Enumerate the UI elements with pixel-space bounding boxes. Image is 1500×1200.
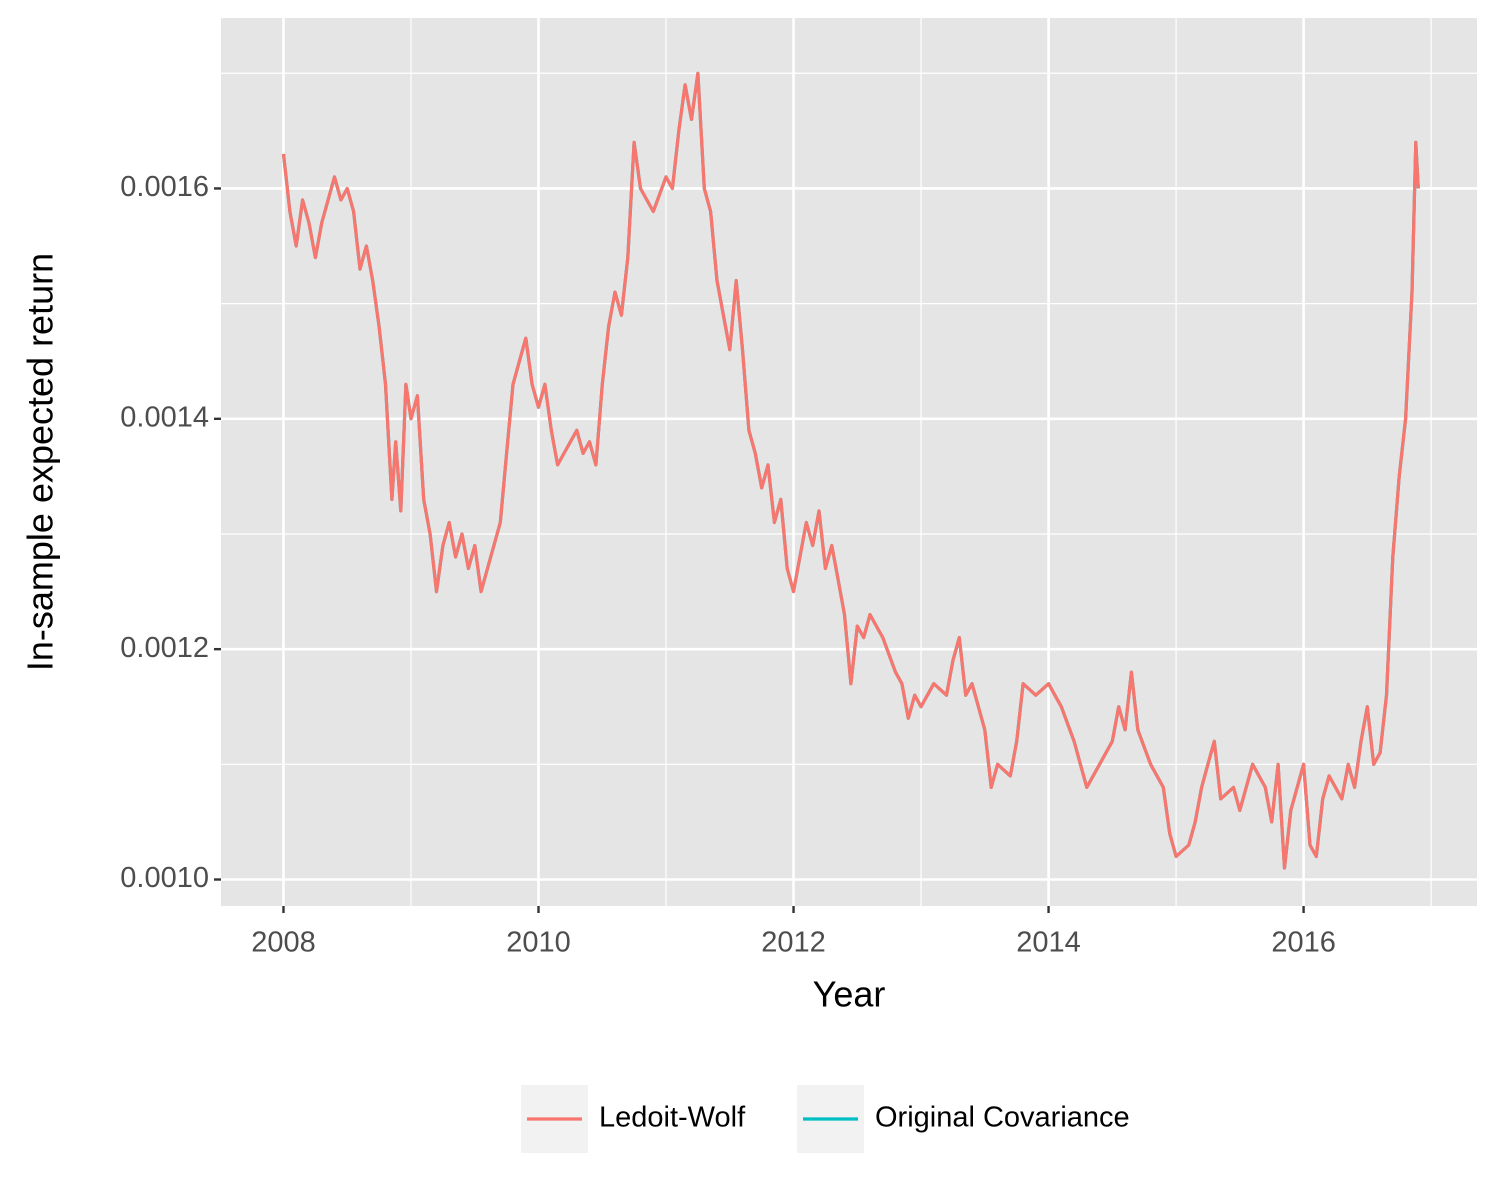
legend: Ledoit-Wolf Original Covariance	[521, 1085, 1130, 1153]
y-tick-label: 0.0010	[120, 862, 209, 894]
x-tick-label: 2008	[251, 927, 316, 959]
x-tick-label: 2014	[1016, 927, 1081, 959]
grid	[221, 18, 1477, 906]
x-tick-label: 2010	[506, 927, 571, 959]
lines	[281, 71, 1420, 870]
y-tick-label: 0.0012	[120, 632, 209, 664]
legend-label: Original Covariance	[875, 1102, 1130, 1134]
y-tick-label: 0.0014	[120, 401, 209, 433]
legend-label: Ledoit-Wolf	[599, 1102, 746, 1134]
x-tick-label: 2012	[761, 927, 826, 959]
axes: 0.0010 0.0012 0.0014 0.0016 2008 2010 2012 2014…	[120, 171, 1336, 959]
series-line	[281, 71, 1420, 870]
y-tick-label: 0.0016	[120, 171, 209, 203]
x-tick-label: 2016	[1271, 927, 1336, 959]
y-axis-title: In-sample expected return	[20, 253, 61, 671]
plot-panel	[221, 18, 1477, 906]
x-axis-title: Year	[813, 974, 886, 1015]
